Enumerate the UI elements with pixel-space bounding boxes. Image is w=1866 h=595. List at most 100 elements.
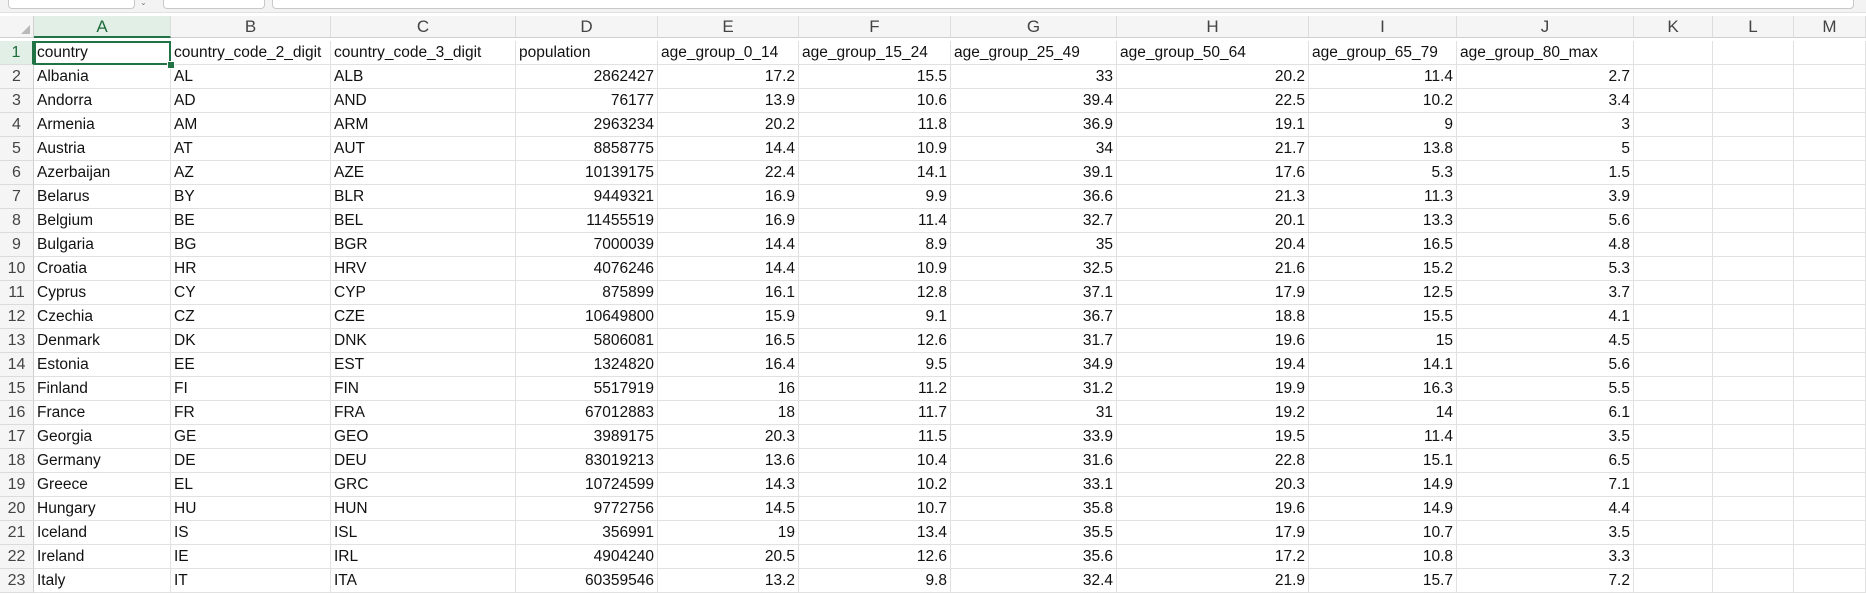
- table-cell[interactable]: [1634, 569, 1713, 593]
- table-cell[interactable]: [1713, 473, 1794, 497]
- table-cell[interactable]: 1324820: [516, 353, 658, 377]
- table-cell[interactable]: EST: [331, 353, 516, 377]
- table-cell[interactable]: 356991: [516, 521, 658, 545]
- row-header[interactable]: 14: [0, 353, 34, 377]
- formula-input[interactable]: [272, 0, 1854, 9]
- row-header[interactable]: 3: [0, 89, 34, 113]
- header-cell[interactable]: population: [516, 41, 658, 65]
- table-cell[interactable]: 13.6: [658, 449, 799, 473]
- table-cell[interactable]: 12.8: [799, 281, 951, 305]
- row-header[interactable]: 19: [0, 473, 34, 497]
- table-cell[interactable]: 14.4: [658, 257, 799, 281]
- table-cell[interactable]: 37.1: [951, 281, 1117, 305]
- table-cell[interactable]: 31.7: [951, 329, 1117, 353]
- table-cell[interactable]: 83019213: [516, 449, 658, 473]
- table-cell[interactable]: [1713, 89, 1794, 113]
- table-cell[interactable]: HU: [171, 497, 331, 521]
- table-cell[interactable]: 17.9: [1117, 281, 1309, 305]
- table-cell[interactable]: 5806081: [516, 329, 658, 353]
- header-cell[interactable]: age_group_65_79: [1309, 41, 1457, 65]
- table-cell[interactable]: 11.8: [799, 113, 951, 137]
- table-cell[interactable]: Croatia: [34, 257, 171, 281]
- table-cell[interactable]: 15: [1309, 329, 1457, 353]
- table-cell[interactable]: 10.6: [799, 89, 951, 113]
- row-header[interactable]: 21: [0, 521, 34, 545]
- table-cell[interactable]: Iceland: [34, 521, 171, 545]
- table-cell[interactable]: BLR: [331, 185, 516, 209]
- table-cell[interactable]: [1794, 497, 1866, 521]
- table-cell[interactable]: Czechia: [34, 305, 171, 329]
- table-cell[interactable]: 6.1: [1457, 401, 1634, 425]
- table-cell[interactable]: 3.9: [1457, 185, 1634, 209]
- table-cell[interactable]: 10.2: [1309, 89, 1457, 113]
- column-header-a[interactable]: A: [34, 16, 171, 38]
- table-cell[interactable]: 22.5: [1117, 89, 1309, 113]
- table-cell[interactable]: 10649800: [516, 305, 658, 329]
- table-cell[interactable]: 4076246: [516, 257, 658, 281]
- table-cell[interactable]: 15.5: [799, 65, 951, 89]
- table-cell[interactable]: 14.4: [658, 233, 799, 257]
- table-cell[interactable]: AL: [171, 65, 331, 89]
- table-cell[interactable]: 20.3: [658, 425, 799, 449]
- header-cell[interactable]: [1794, 41, 1866, 65]
- table-cell[interactable]: AND: [331, 89, 516, 113]
- table-cell[interactable]: CY: [171, 281, 331, 305]
- table-cell[interactable]: AT: [171, 137, 331, 161]
- column-header-b[interactable]: B: [171, 16, 331, 38]
- table-cell[interactable]: 5: [1457, 137, 1634, 161]
- table-cell[interactable]: [1634, 89, 1713, 113]
- table-cell[interactable]: 15.1: [1309, 449, 1457, 473]
- table-cell[interactable]: [1634, 521, 1713, 545]
- row-header[interactable]: 20: [0, 497, 34, 521]
- row-header[interactable]: 23: [0, 569, 34, 593]
- table-cell[interactable]: ISL: [331, 521, 516, 545]
- table-cell[interactable]: Germany: [34, 449, 171, 473]
- table-cell[interactable]: Andorra: [34, 89, 171, 113]
- table-cell[interactable]: [1713, 401, 1794, 425]
- header-cell[interactable]: age_group_0_14: [658, 41, 799, 65]
- table-cell[interactable]: France: [34, 401, 171, 425]
- table-cell[interactable]: Albania: [34, 65, 171, 89]
- table-cell[interactable]: Austria: [34, 137, 171, 161]
- table-cell[interactable]: 17.6: [1117, 161, 1309, 185]
- table-cell[interactable]: BY: [171, 185, 331, 209]
- table-cell[interactable]: [1713, 329, 1794, 353]
- table-cell[interactable]: 1.5: [1457, 161, 1634, 185]
- table-cell[interactable]: BG: [171, 233, 331, 257]
- header-cell[interactable]: age_group_15_24: [799, 41, 951, 65]
- table-cell[interactable]: 35.5: [951, 521, 1117, 545]
- column-header-m[interactable]: M: [1794, 16, 1866, 38]
- table-cell[interactable]: 19.5: [1117, 425, 1309, 449]
- table-cell[interactable]: Estonia: [34, 353, 171, 377]
- table-cell[interactable]: 76177: [516, 89, 658, 113]
- table-cell[interactable]: [1634, 257, 1713, 281]
- table-cell[interactable]: DE: [171, 449, 331, 473]
- table-cell[interactable]: [1634, 425, 1713, 449]
- table-cell[interactable]: 13.9: [658, 89, 799, 113]
- table-cell[interactable]: 3.5: [1457, 425, 1634, 449]
- table-cell[interactable]: [1713, 497, 1794, 521]
- table-cell[interactable]: 15.2: [1309, 257, 1457, 281]
- row-header[interactable]: 15: [0, 377, 34, 401]
- table-cell[interactable]: 19.4: [1117, 353, 1309, 377]
- table-cell[interactable]: 15.7: [1309, 569, 1457, 593]
- table-cell[interactable]: 16.9: [658, 185, 799, 209]
- table-cell[interactable]: IE: [171, 545, 331, 569]
- table-cell[interactable]: 9.1: [799, 305, 951, 329]
- row-header[interactable]: 10: [0, 257, 34, 281]
- table-cell[interactable]: [1794, 65, 1866, 89]
- table-cell[interactable]: 7.1: [1457, 473, 1634, 497]
- column-header-g[interactable]: G: [951, 16, 1117, 38]
- table-cell[interactable]: 10.2: [799, 473, 951, 497]
- table-cell[interactable]: 18: [658, 401, 799, 425]
- table-cell[interactable]: 21.7: [1117, 137, 1309, 161]
- table-cell[interactable]: 35.8: [951, 497, 1117, 521]
- table-cell[interactable]: AD: [171, 89, 331, 113]
- row-header[interactable]: 7: [0, 185, 34, 209]
- table-cell[interactable]: [1713, 353, 1794, 377]
- table-cell[interactable]: 19.2: [1117, 401, 1309, 425]
- table-cell[interactable]: 4.1: [1457, 305, 1634, 329]
- table-cell[interactable]: Denmark: [34, 329, 171, 353]
- row-header[interactable]: 6: [0, 161, 34, 185]
- table-cell[interactable]: 14.5: [658, 497, 799, 521]
